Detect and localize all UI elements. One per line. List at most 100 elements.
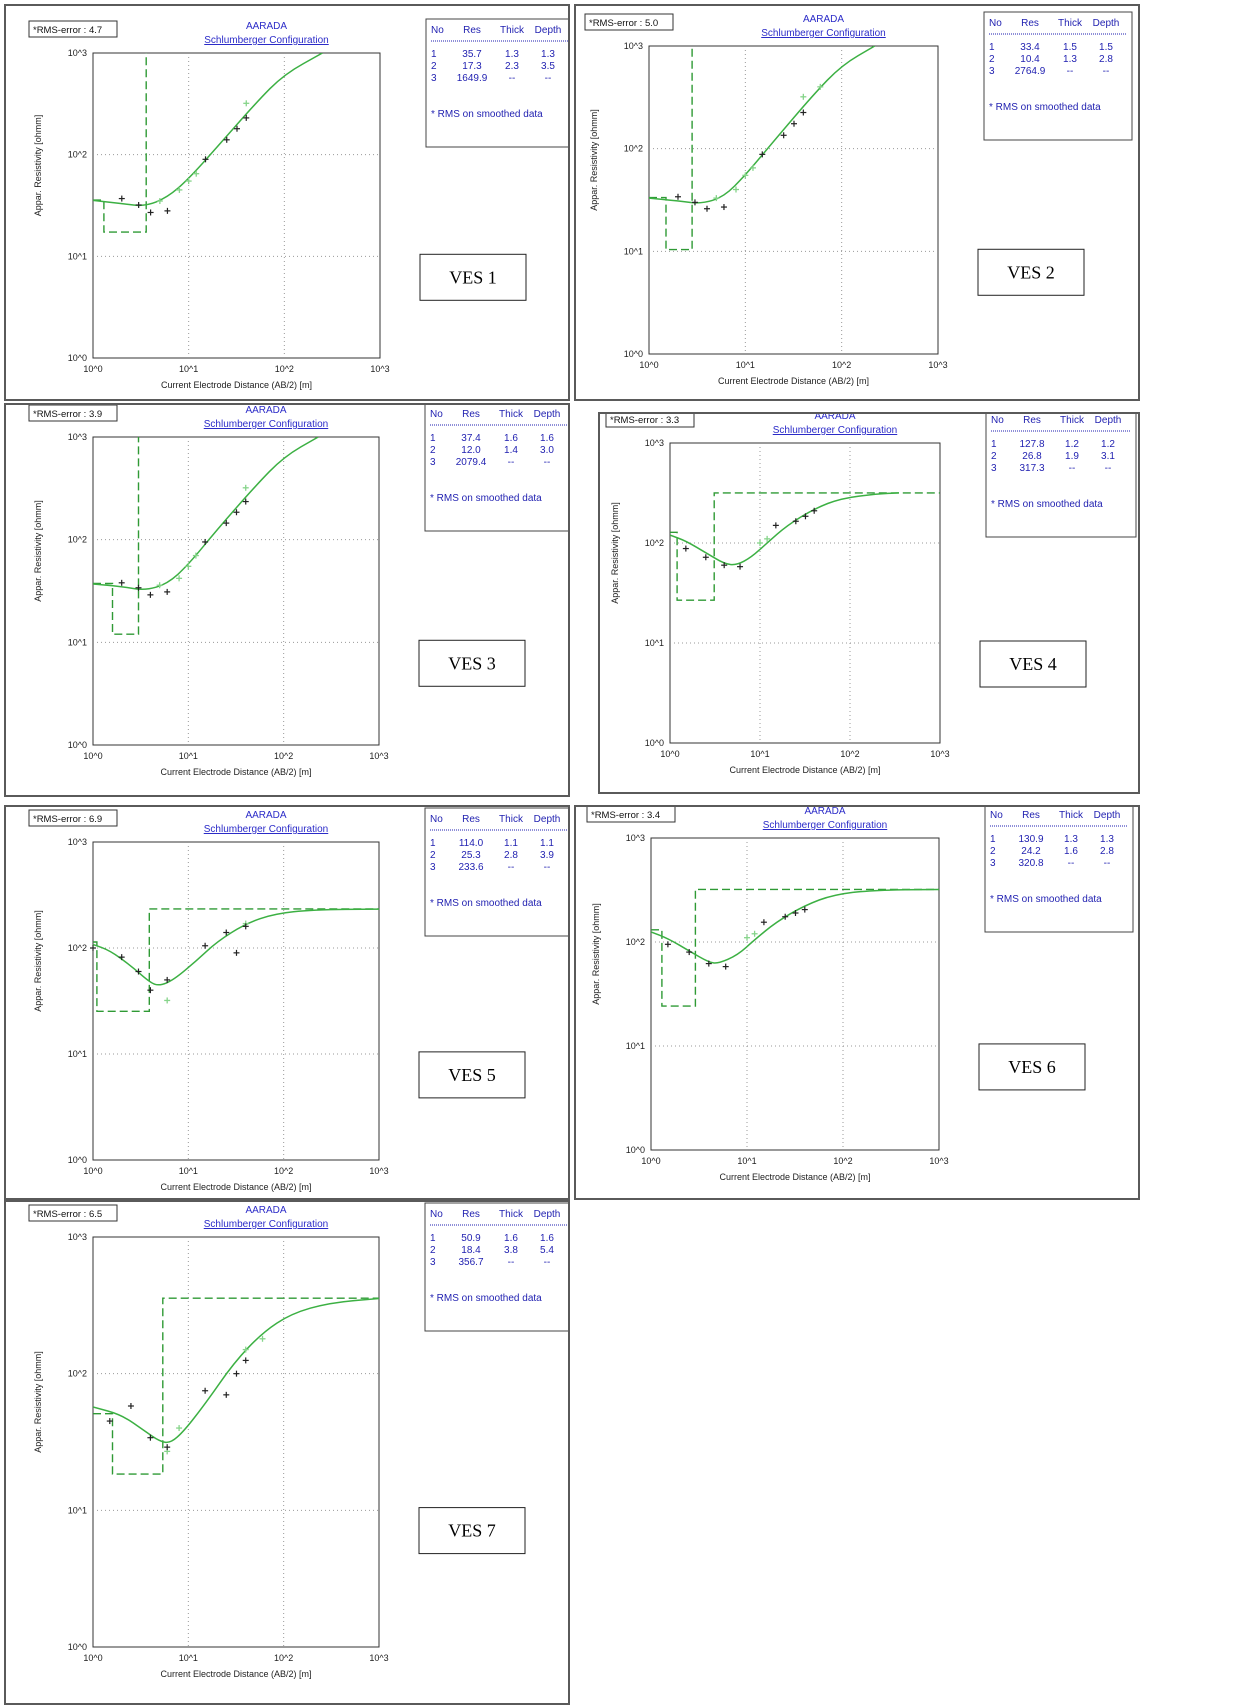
table-header-depth: Depth [534, 1209, 561, 1220]
table-cell: 3.1 [1101, 451, 1115, 462]
table-cell: -- [1104, 858, 1111, 869]
y-axis-label: Appar. Resistivity [ohmm] [610, 502, 620, 604]
chart-title: AARADA [245, 1205, 286, 1216]
table-cell: 1.6 [504, 1233, 518, 1244]
observed-point [802, 513, 809, 520]
rms-error-label: *RMS-error : 4.7 [33, 25, 102, 36]
table-cell: 2.8 [1100, 846, 1114, 857]
y-tick-label: 10^0 [68, 1155, 87, 1165]
table-cell: -- [508, 1257, 515, 1268]
chart-title: AARADA [803, 14, 844, 25]
observed-point [242, 1357, 249, 1364]
observed-point [792, 910, 799, 917]
table-cell: 1.3 [541, 49, 555, 60]
table-header-thick: Thick [499, 814, 524, 825]
fitted-curve [651, 888, 939, 964]
x-tick-label: 10^1 [179, 1653, 198, 1663]
observed-point [233, 1370, 240, 1377]
observed-point [242, 923, 249, 930]
x-tick-label: 10^3 [928, 360, 947, 370]
x-tick-label: 10^3 [370, 364, 389, 374]
observed-point [127, 1402, 134, 1409]
results-table [425, 18, 568, 148]
table-header-no: No [991, 415, 1004, 426]
table-cell: -- [1069, 463, 1076, 474]
table-header-res: Res [462, 814, 480, 825]
smoothed-point [749, 164, 756, 171]
x-tick-label: 10^2 [840, 749, 859, 759]
smoothed-point [193, 170, 200, 177]
table-header-res: Res [462, 1209, 480, 1220]
x-tick-label: 10^3 [369, 751, 388, 761]
ves-label: VES 3 [448, 653, 496, 673]
x-tick-label: 10^2 [274, 1166, 293, 1176]
ves-label-box [418, 1051, 526, 1099]
table-cell: 10.4 [1020, 54, 1040, 65]
x-tick-label: 10^3 [930, 749, 949, 759]
table-header-res: Res [462, 409, 480, 420]
ves-chart-5: 10^0 10^1 10^2 10^3 10^0 10^1 10^2 10^3 Current … [28, 807, 568, 1192]
observed-point [720, 204, 727, 211]
observed-point [664, 941, 671, 948]
table-cell: 1.1 [540, 838, 554, 849]
ves-label-box [418, 1507, 526, 1555]
fitted-curve [670, 492, 900, 566]
y-tick-label: 10^1 [68, 251, 87, 261]
observed-point [780, 132, 787, 139]
table-cell: -- [1067, 66, 1074, 77]
observed-point [202, 942, 209, 949]
x-axis-label: Current Electrode Distance (AB/2) [m] [160, 1669, 311, 1679]
chart-title: AARADA [814, 414, 855, 422]
table-cell: 3 [989, 66, 995, 77]
y-tick-label: 10^2 [68, 535, 87, 545]
table-header-thick: Thick [499, 1209, 524, 1220]
y-tick-label: 10^3 [624, 41, 643, 51]
observed-point [811, 507, 818, 514]
y-tick-label: 10^2 [68, 943, 87, 953]
table-cell: 1 [990, 834, 996, 845]
y-tick-label: 10^0 [68, 353, 87, 363]
table-header-no: No [430, 814, 443, 825]
table-header-thick: Thick [499, 409, 524, 420]
table-cell: 3 [430, 1257, 436, 1268]
smoothed-point [176, 186, 183, 193]
layer-model-line [93, 53, 147, 233]
smoothed-point [742, 172, 749, 179]
layer-model-line [670, 492, 940, 601]
table-cell: 1649.9 [457, 73, 488, 84]
ves-label: VES 2 [1007, 262, 1055, 282]
table-cell: 114.0 [459, 838, 484, 849]
table-cell: 2 [990, 846, 996, 857]
layer-model-line [651, 888, 939, 1007]
table-header-thick: Thick [1060, 415, 1085, 426]
table-cell: 1.3 [505, 49, 519, 60]
smoothed-point [242, 484, 249, 491]
observed-point [223, 136, 230, 143]
chart-title: AARADA [245, 810, 286, 821]
results-table [424, 807, 568, 937]
table-cell: 2 [991, 451, 997, 462]
table-cell: 1.6 [1064, 846, 1078, 857]
ves-chart-7: 10^0 10^1 10^2 10^3 10^0 10^1 10^2 10^3 Current … [28, 1202, 568, 1679]
y-axis-label: Appar. Resistivity [ohmm] [591, 903, 601, 1005]
ves-panel-4: 10^0 10^1 10^2 10^3 10^0 10^1 10^2 10^3 Current … [598, 412, 1140, 794]
rms-error-label: *RMS-error : 6.9 [33, 814, 102, 825]
observed-point [106, 1418, 113, 1425]
y-tick-label: 10^2 [645, 538, 664, 548]
y-tick-label: 10^0 [626, 1145, 645, 1155]
ves-label: VES 4 [1009, 654, 1057, 674]
table-header-depth: Depth [1093, 18, 1120, 29]
x-axis-label: Current Electrode Distance (AB/2) [m] [718, 376, 869, 386]
table-cell: 35.7 [462, 49, 482, 60]
chart-subtitle: Schlumberger Configuration [763, 820, 888, 831]
layer-model-line [93, 908, 379, 1013]
results-table [983, 11, 1133, 141]
observed-point [760, 919, 767, 926]
plot-frame [669, 442, 941, 744]
observed-point [90, 945, 96, 951]
table-header-depth: Depth [535, 25, 562, 36]
table-header-no: No [990, 810, 1003, 821]
table-cell: 127.8 [1019, 439, 1044, 450]
smoothed-point [156, 582, 163, 589]
smoothed-point [243, 100, 250, 107]
